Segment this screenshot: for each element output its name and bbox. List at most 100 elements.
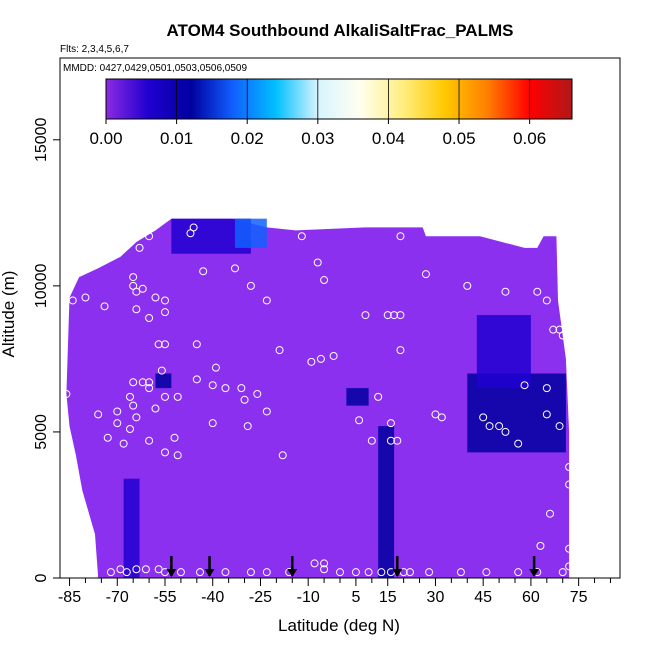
sample-point [313, 258, 322, 267]
x-tick-label: -85 [58, 589, 81, 606]
sample-point [161, 340, 169, 349]
sample-point [157, 366, 166, 375]
sample-point [132, 287, 141, 296]
colorbar-tick-label: 0.04 [372, 129, 405, 148]
sample-point [161, 448, 169, 457]
sample-point [132, 305, 141, 314]
sample-point [211, 363, 220, 372]
heatmap [66, 218, 570, 578]
y-axis: 0 5000 10000 15000 [33, 117, 60, 582]
sample-point [129, 378, 138, 387]
sample-point [514, 439, 523, 448]
heatmap-cell [476, 315, 531, 389]
sample-point [431, 410, 440, 419]
sample-point [485, 422, 494, 431]
sample-point [377, 568, 386, 577]
sample-point [119, 232, 128, 241]
sample-point [81, 293, 90, 302]
sample-point [243, 422, 252, 431]
sample-point [246, 281, 255, 290]
x-tick-label: 15 [379, 589, 397, 606]
sample-point [132, 565, 141, 574]
sample-point [199, 267, 208, 276]
sample-point [558, 568, 567, 577]
sample-point [396, 311, 405, 320]
sample-point [275, 346, 284, 355]
sample-point [113, 419, 122, 428]
x-tick-label: -25 [249, 589, 272, 606]
sample-point [367, 436, 376, 445]
sample-point [536, 541, 545, 550]
sample-point [374, 392, 383, 401]
dates-note: MMDD: 0427,0429,0501,0503,0506,0509 [63, 63, 247, 74]
colorbar: 0.00 0.01 0.02 0.03 0.04 0.05 0.06 [89, 78, 573, 148]
flights-note: Flts: 2,3,4,5,6,7 [60, 44, 129, 55]
sample-point [129, 273, 138, 282]
sample-point [278, 214, 287, 223]
x-axis-label: Latitude (deg N) [278, 616, 400, 635]
sample-point [456, 568, 465, 577]
latitude-arrow [392, 556, 403, 577]
sample-point [355, 416, 364, 425]
sample-point [565, 544, 574, 553]
sample-point [119, 439, 128, 448]
y-tick-label: 15000 [33, 117, 50, 162]
sample-point [555, 422, 564, 431]
heatmap-cell [235, 218, 267, 248]
sample-point [240, 395, 249, 404]
sample-point [145, 384, 154, 393]
sample-point [533, 287, 542, 296]
sample-point [62, 389, 71, 398]
sample-point [113, 407, 122, 416]
y-tick-label: 5000 [33, 414, 50, 450]
colorbar-tick-label: 0.03 [301, 129, 334, 148]
colorbar-tick-label: 0.00 [89, 129, 122, 148]
sample-point [237, 384, 246, 393]
sample-point [320, 559, 329, 568]
sample-point [386, 436, 395, 445]
sample-point [126, 425, 134, 434]
sample-point [145, 232, 154, 241]
sample-point [192, 340, 201, 349]
colorbar-tick-label: 0.02 [231, 129, 264, 148]
chart-title: ATOM4 Southbound AlkaliSaltFrac_PALMS [167, 21, 514, 40]
sample-point [565, 480, 574, 489]
sample-point [132, 413, 141, 422]
sample-point [437, 413, 446, 422]
sample-point [463, 281, 472, 290]
latitude-arrow [529, 556, 540, 577]
latitude-arrow [166, 556, 177, 577]
sample-point [482, 568, 491, 577]
sample-point [297, 232, 306, 241]
sample-point [262, 568, 271, 577]
colorbar-tick-label: 0.06 [513, 129, 546, 148]
latitude-arrow [287, 556, 298, 577]
sample-point [138, 284, 147, 293]
x-tick-label: 5 [351, 589, 360, 606]
x-axis: -85 -70 -55 -40 -25 -10 5 15 30 45 60 75 [58, 577, 611, 606]
sample-point [310, 559, 319, 568]
sample-point [320, 276, 329, 285]
sample-point [176, 568, 185, 577]
colorbar-tick-label: 0.05 [442, 129, 475, 148]
colorbar-bar [105, 78, 573, 120]
sample-point [161, 296, 169, 305]
x-tick-label: -55 [153, 589, 176, 606]
sample-point [116, 565, 125, 574]
sample-point [246, 568, 255, 577]
x-tick-label: 30 [427, 589, 445, 606]
sample-point [361, 311, 370, 320]
sample-point [406, 568, 414, 577]
sample-point [542, 410, 551, 419]
sample-point [103, 433, 112, 442]
sample-point [479, 413, 488, 422]
sample-point [208, 419, 217, 428]
sample-point [329, 351, 338, 360]
sample-point [208, 381, 217, 390]
sample-point [170, 433, 179, 442]
sample-point [151, 293, 160, 302]
sample-point [262, 296, 271, 305]
sample-point [141, 565, 150, 574]
sample-point [231, 264, 239, 273]
x-tick-label: -10 [297, 589, 320, 606]
